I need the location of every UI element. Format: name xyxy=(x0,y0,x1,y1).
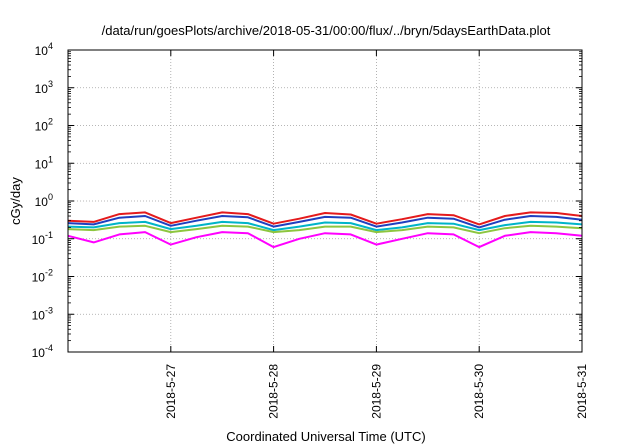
y-tick-label: 104 xyxy=(35,41,53,58)
x-tick-labels: 2018-5-27 2018-5-28 2018-5-29 2018-5-30 2018… xyxy=(164,364,589,419)
y-tick-label: 10-2 xyxy=(32,268,53,285)
y-tick-label: 100 xyxy=(35,192,53,209)
x-tick-label: 2018-5-31 xyxy=(575,364,589,419)
grid xyxy=(68,50,582,352)
x-tick-label: 2018-5-29 xyxy=(369,364,383,419)
x-tick-label: 2018-5-30 xyxy=(472,364,486,419)
plot-frame xyxy=(67,49,583,353)
y-tick-labels: 10-4 10-3 10-2 10-1 100 101 102 103 104 xyxy=(32,41,53,360)
y-tick-label: 101 xyxy=(35,154,53,171)
x-tick-label: 2018-5-28 xyxy=(267,364,281,419)
y-tick-label: 103 xyxy=(35,79,53,96)
chart-title: /data/run/goesPlots/archive/2018-05-31/0… xyxy=(102,23,551,38)
ticks xyxy=(68,49,583,353)
series-line-5 xyxy=(67,231,583,249)
y-axis-label: cGy/day xyxy=(8,177,23,225)
series-line-4 xyxy=(67,224,583,235)
y-tick-label: 10-3 xyxy=(32,305,53,322)
x-tick-label: 2018-5-27 xyxy=(164,364,178,419)
series-layer xyxy=(67,211,583,249)
series-line-3 xyxy=(67,220,583,232)
y-tick-label: 10-1 xyxy=(32,230,53,247)
series-line-1 xyxy=(67,211,583,226)
y-tick-label: 102 xyxy=(35,117,53,134)
series-line-2 xyxy=(67,215,583,229)
x-axis-label: Coordinated Universal Time (UTC) xyxy=(226,429,425,444)
y-tick-label: 10-4 xyxy=(32,343,53,360)
